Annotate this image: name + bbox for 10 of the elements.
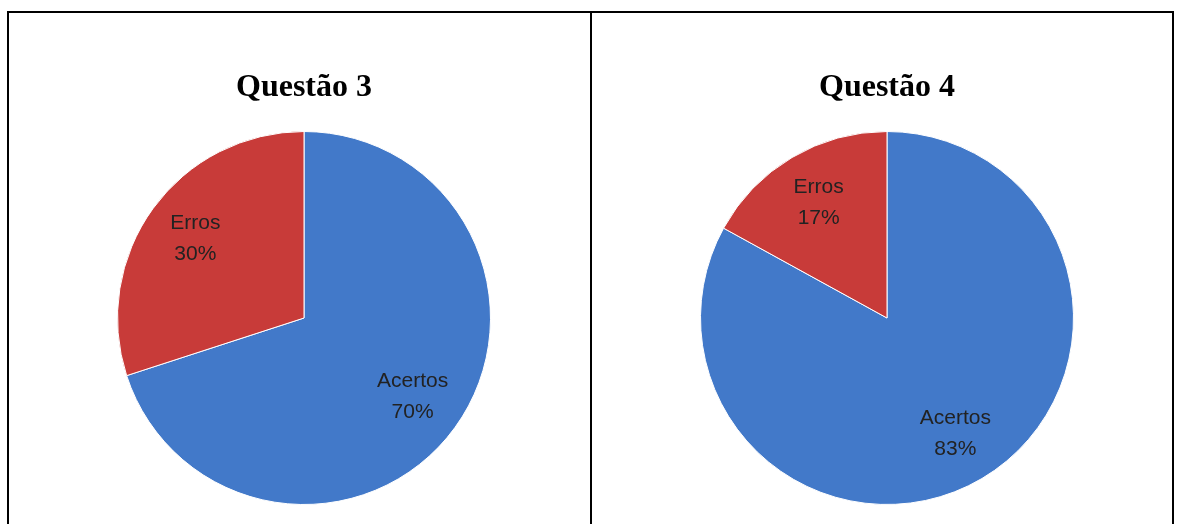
chart-title: Questão 3 [236, 67, 372, 104]
slice-label: Erros [793, 173, 844, 197]
slice-label: Acertos [377, 368, 449, 392]
data-label: 17% [797, 204, 840, 228]
slice-label: Acertos [919, 404, 991, 428]
chart-title: Questão 4 [819, 67, 955, 104]
data-label: 70% [391, 399, 434, 423]
data-label: 30% [174, 241, 217, 265]
slice-label: Erros [170, 210, 221, 234]
data-label: 83% [934, 435, 977, 459]
